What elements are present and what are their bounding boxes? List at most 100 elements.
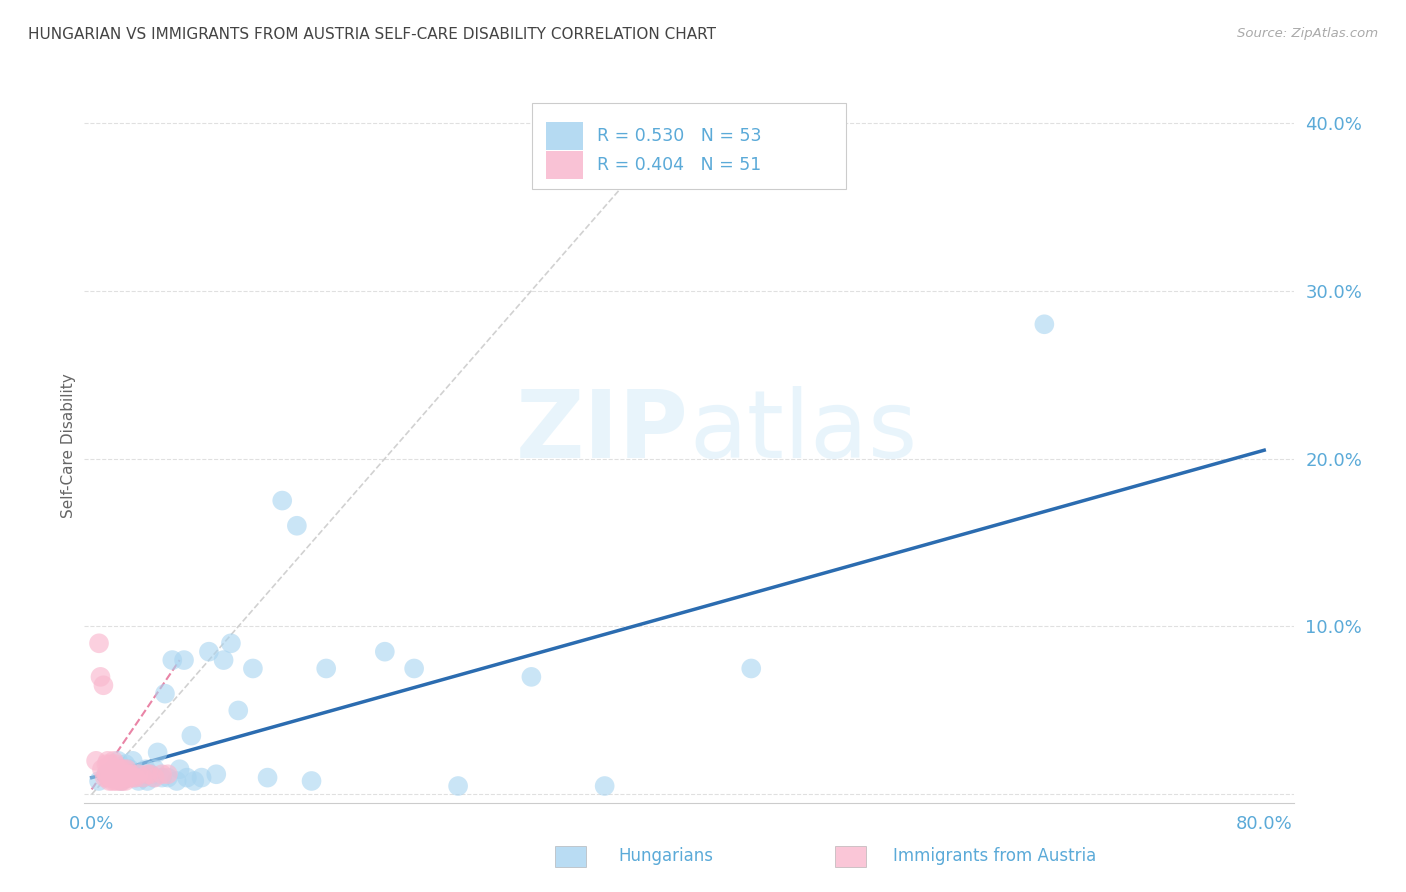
Point [101,774,124,789]
Point [301,774,323,789]
Point [128,774,150,789]
Point [242,661,264,675]
Point [100,757,122,772]
Point [110,774,132,789]
Point [135,762,157,776]
Point [118,762,141,776]
FancyBboxPatch shape [547,151,582,179]
Point [107,774,129,789]
Point [104,757,127,772]
Point [143,771,166,785]
Point [156,767,179,781]
Point [96,767,118,781]
Text: R = 0.530   N = 53: R = 0.530 N = 53 [598,127,762,145]
Point [136,774,159,789]
Point [103,771,125,785]
Point [212,653,235,667]
Text: Hungarians: Hungarians [619,847,714,865]
Point [107,767,129,781]
Point [96,757,118,772]
Point [285,518,308,533]
Point [111,767,134,781]
Point [169,762,191,776]
Point [104,774,127,789]
Point [104,767,127,781]
Point [97,754,120,768]
Point [256,771,278,785]
Point [84,754,107,768]
Point [139,767,162,781]
Point [120,767,142,781]
Point [520,670,543,684]
Point [146,746,169,760]
Point [271,493,294,508]
Point [114,757,136,772]
Point [593,779,616,793]
Point [105,771,128,785]
Point [124,771,146,785]
Point [117,767,139,781]
Point [150,767,173,781]
Point [108,762,131,776]
Point [110,762,132,776]
Text: HUNGARIAN VS IMMIGRANTS FROM AUSTRIA SELF-CARE DISABILITY CORRELATION CHART: HUNGARIAN VS IMMIGRANTS FROM AUSTRIA SEL… [28,27,716,42]
Point [315,661,337,675]
Point [87,636,110,650]
Point [91,762,114,776]
Point [114,774,136,789]
Text: Source: ZipAtlas.com: Source: ZipAtlas.com [1237,27,1378,40]
Point [153,687,176,701]
Text: R = 0.404   N = 51: R = 0.404 N = 51 [598,156,761,174]
Point [107,754,129,768]
Text: ZIP: ZIP [516,385,689,478]
Point [128,767,150,781]
Point [447,779,470,793]
Point [98,774,121,789]
Point [150,771,173,785]
Point [219,636,242,650]
Point [96,767,118,781]
Point [121,754,143,768]
Text: atlas: atlas [689,385,917,478]
Point [97,771,120,785]
Point [740,661,762,675]
Point [98,762,121,776]
Point [142,771,165,785]
FancyBboxPatch shape [547,121,582,150]
Point [103,762,125,776]
Point [87,774,110,789]
Point [112,771,135,785]
Point [103,762,125,776]
Point [166,774,188,789]
Point [226,703,249,717]
Point [100,771,122,785]
Point [139,767,162,781]
Point [118,771,141,785]
Point [190,771,212,785]
Point [136,767,159,781]
Point [112,762,135,776]
Point [156,771,179,785]
Point [143,762,166,776]
Point [1033,318,1056,332]
Point [105,762,128,776]
Point [108,771,131,785]
Point [115,771,138,785]
Point [205,767,228,781]
Point [173,653,195,667]
Point [115,762,138,776]
Point [110,771,132,785]
Point [94,771,117,785]
Point [374,645,396,659]
FancyBboxPatch shape [531,103,846,189]
Point [117,771,139,785]
Text: Immigrants from Austria: Immigrants from Austria [893,847,1097,865]
Point [112,771,135,785]
Point [132,771,155,785]
Point [105,771,128,785]
Point [114,767,136,781]
Point [111,774,134,789]
Point [132,771,155,785]
Point [103,754,125,768]
Point [111,762,134,776]
